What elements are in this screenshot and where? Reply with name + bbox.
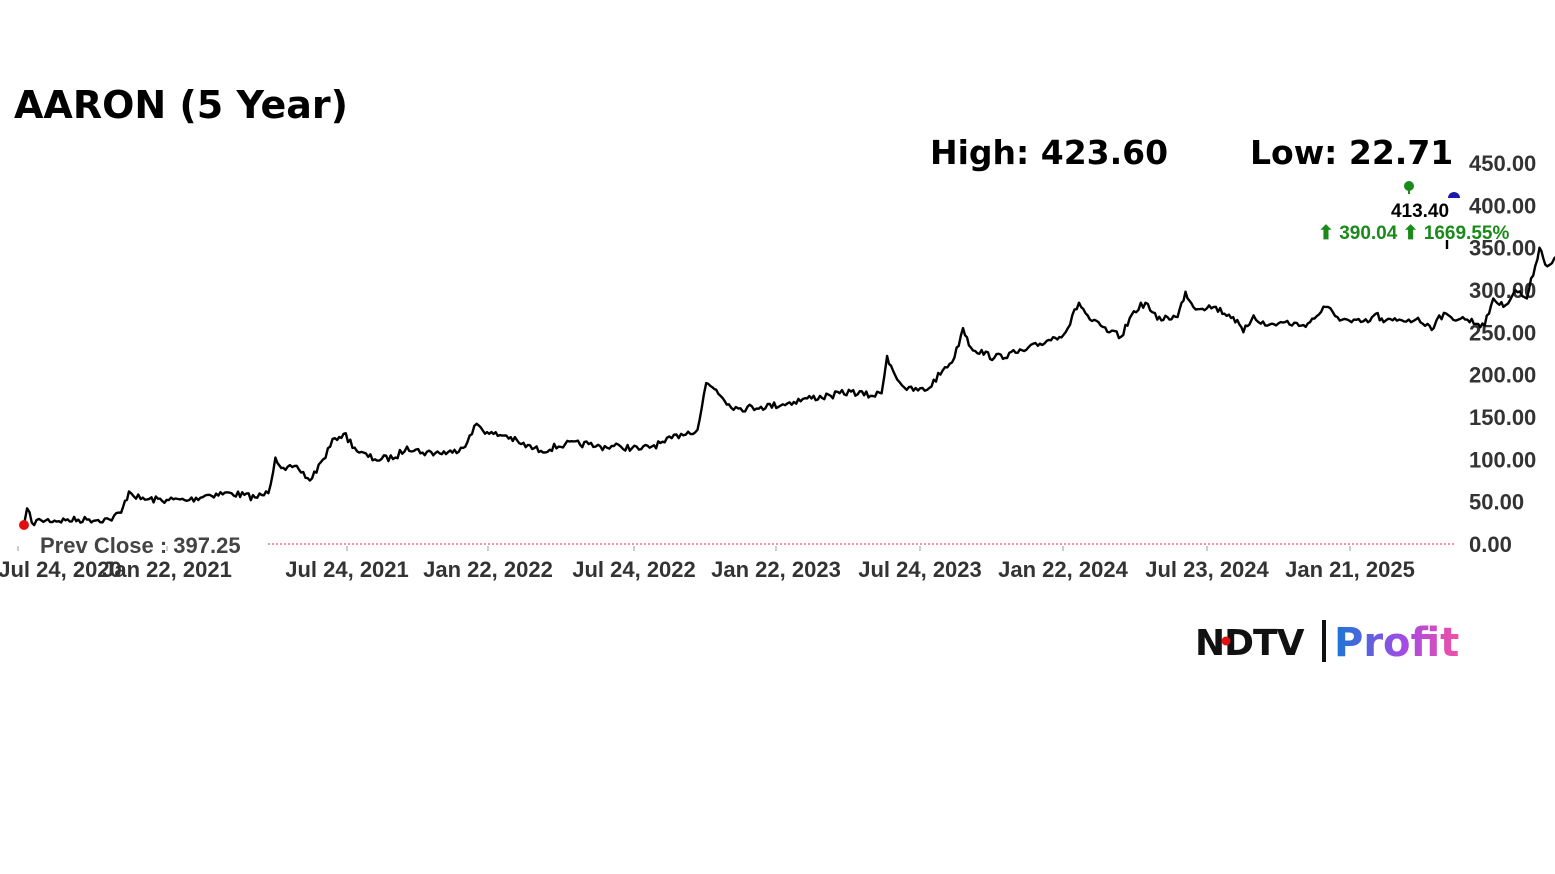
x-tick-label: Jan 22, 2024 [998,557,1128,582]
x-tick-label: Jul 23, 2024 [1145,557,1269,582]
end-marker [1448,192,1460,198]
start-marker [19,520,29,530]
logo-ndtv-text: NDTV [1195,623,1305,664]
y-tick-label: 0.00 [1469,532,1512,557]
low-label: Low: 22.71 [1250,133,1453,172]
ndtv-profit-logo: NDTV Profit [1195,620,1459,666]
high-label: High: 423.60 [930,133,1168,172]
y-tick-label: 250.00 [1469,320,1536,345]
logo-divider [1322,620,1326,662]
y-tick-label: 450.00 [1469,151,1536,176]
chart-title: AARON (5 Year) [14,83,348,127]
x-tick-label: Jul 24, 2022 [572,557,696,582]
y-tick-label: 400.00 [1469,193,1536,218]
x-tick-label: Jan 21, 2025 [1285,557,1415,582]
high-marker [1404,181,1414,191]
logo-profit-text: Profit [1334,620,1459,666]
x-tick-label: Jan 22, 2023 [711,557,841,582]
logo-dot-icon [1221,636,1231,646]
last-price-label: 413.40 [1391,201,1449,222]
prev-close-label: Prev Close : 397.25 [40,533,241,558]
x-tick-label: Jul 24, 2021 [285,557,409,582]
y-tick-label: 350.00 [1469,236,1536,261]
x-tick-label: Jul 24, 2023 [858,557,982,582]
price-series-line [22,246,1555,527]
change-label: ⬆ 390.04 ⬆ 1669.55% [1318,223,1509,244]
y-tick-label: 50.00 [1469,490,1524,515]
y-tick-label: 100.00 [1469,447,1536,472]
x-tick-label: Jan 22, 2021 [102,557,232,582]
y-tick-label: 200.00 [1469,363,1536,388]
x-tick-label: Jan 22, 2022 [423,557,553,582]
y-tick-label: 150.00 [1469,405,1536,430]
y-axis: 0.0050.00100.00150.00200.00250.00300.003… [1469,151,1536,557]
x-tick-label: Jul 24, 2020 [0,557,122,582]
